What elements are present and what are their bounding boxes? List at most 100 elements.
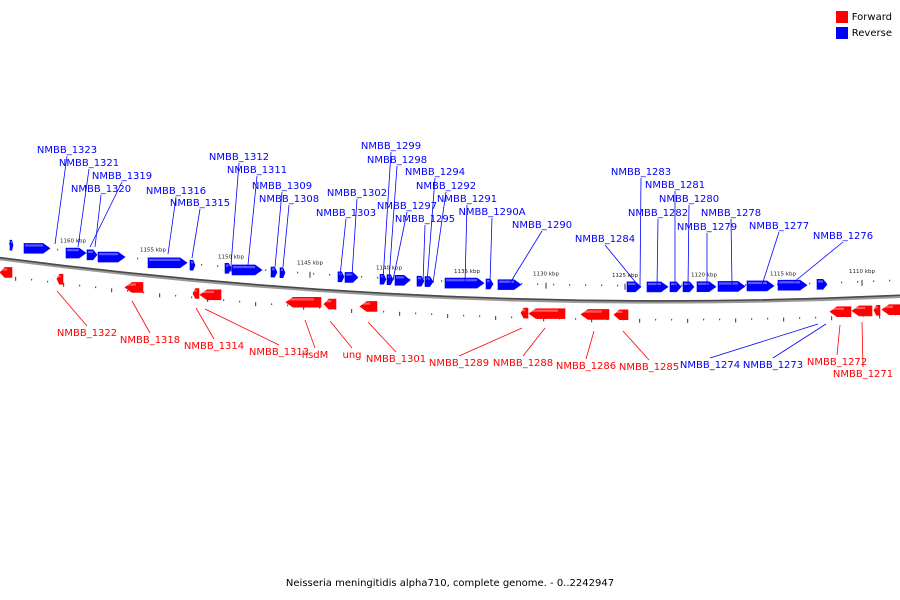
scale-minor-tick-lower [95, 286, 97, 289]
reverse-gene-arrow [224, 263, 232, 274]
forward-gene-arrow [124, 282, 144, 293]
scale-minor-tick [265, 269, 267, 271]
leader-line [464, 204, 468, 284]
leader-line [54, 155, 68, 245]
gene-label-nmbb-1322: NMBB_1322 [57, 328, 117, 339]
leader-line [131, 300, 151, 334]
leader-line [191, 208, 201, 259]
leader-line [585, 330, 595, 360]
gene-arrow-highlight [748, 281, 767, 285]
scale-minor-tick [601, 284, 603, 287]
gene-label-nmbb-1308: NMBB_1308 [259, 194, 319, 205]
legend-swatch-reverse [835, 27, 848, 39]
gene-label-ung: ung [342, 350, 361, 361]
gene-label-nmbb-1302: NMBB_1302 [327, 188, 387, 199]
forward-gene-arrow [851, 305, 873, 317]
gene-label-nmbb-1311: NMBB_1311 [227, 165, 287, 176]
scale-tick-label: 1135 kbp [454, 269, 480, 275]
gene-label-nmbb-1291: NMBB_1291 [437, 194, 497, 205]
gene-arrow-highlight [487, 279, 491, 283]
scale-minor-tick-lower [431, 313, 433, 315]
reverse-gene-arrow [682, 281, 695, 293]
scale-tick-label: 1130 kbp [533, 272, 559, 278]
scale-minor-tick [841, 281, 843, 284]
leader-line [522, 327, 546, 357]
scale-minor-tick-lower [79, 284, 81, 287]
scale-minor-tick [297, 271, 299, 274]
gene-label-nmbb-1323: NMBB_1323 [37, 145, 97, 156]
gene-label-hsdm: hsdM [302, 350, 329, 361]
scale-minor-tick-lower [271, 303, 273, 305]
legend-label-forward: Forward [851, 11, 892, 23]
scale-minor-tick [873, 280, 875, 283]
reverse-gene-arrow [270, 266, 278, 278]
forward-gene-arrow [881, 304, 900, 315]
gene-arrow-highlight [831, 307, 844, 310]
gene-arrow-highlight [25, 244, 43, 247]
gene-label-nmbb-1309: NMBB_1309 [252, 181, 312, 192]
leader-line [730, 218, 733, 286]
scale-minor-tick-lower [543, 317, 545, 322]
reverse-gene-arrow [394, 274, 411, 286]
scale-minor-tick [329, 273, 331, 276]
scale-minor-tick-lower [287, 304, 289, 307]
forward-gene-arrow [829, 306, 852, 318]
gene-label-nmbb-1313: NMBB_1313 [249, 347, 309, 358]
gene-label-nmbb-1288: NMBB_1288 [493, 358, 553, 369]
scale-minor-tick-lower [15, 276, 17, 281]
scale-minor-tick [889, 279, 891, 282]
scale-minor-tick-lower [495, 315, 497, 320]
gene-arrow-highlight [779, 281, 800, 284]
gene-arrow-highlight [272, 268, 275, 271]
reverse-gene-arrow [189, 259, 196, 271]
gene-label-nmbb-1320: NMBB_1320 [71, 184, 131, 195]
forward-gene-arrow [520, 307, 529, 319]
forward-gene-arrow [56, 273, 64, 285]
leader-line [382, 151, 392, 281]
gene-arrow-highlight [719, 282, 738, 285]
leader-line [388, 165, 398, 281]
label-leaders [54, 151, 864, 368]
scale-minor-tick-lower [719, 318, 721, 321]
gene-label-nmbb-1297: NMBB_1297 [377, 201, 437, 212]
scale-tick-label: 1155 kbp [140, 247, 166, 253]
scale-minor-tick [201, 263, 203, 266]
gene-label-nmbb-1316: NMBB_1316 [146, 186, 206, 197]
reverse-gene-arrow [669, 281, 682, 293]
gene-arrow-highlight [698, 282, 709, 285]
leader-line [351, 198, 358, 277]
scale-tick-label: 1160 kbp [60, 239, 86, 245]
scale-minor-tick [137, 257, 139, 260]
scale-tick-label: 1110 kbp [849, 269, 875, 275]
gene-label-nmbb-1314: NMBB_1314 [184, 341, 244, 352]
gene-features [0, 239, 900, 321]
scale-minor-tick [745, 284, 747, 286]
scale-minor-tick-lower [175, 294, 177, 297]
scale-tick-label: 1145 kbp [297, 261, 323, 267]
scale-minor-tick [441, 280, 443, 282]
gene-arrow-highlight [446, 279, 477, 282]
scale-minor-tick-lower [63, 282, 65, 287]
scale-minor-tick [57, 248, 59, 251]
scale-minor-tick-lower [415, 312, 417, 315]
scale-minor-tick-lower [159, 293, 161, 298]
scale-minor-tick-lower [831, 316, 833, 321]
leader-line [604, 244, 638, 285]
gene-label-nmbb-1273: NMBB_1273 [743, 360, 803, 371]
gene-labels: NMBB_1323 NMBB_1321 NMBB_1319 NMBB_1320 NMBB… [37, 141, 893, 380]
scale-minor-tick-lower [783, 317, 785, 322]
scale-minor-tick-lower [447, 314, 449, 319]
leader-line [94, 194, 102, 248]
scale-minor-tick-lower [239, 300, 241, 303]
gene-arrow-highlight [499, 280, 514, 283]
leader-line [836, 324, 841, 356]
gene-label-nmbb-1290: NMBB_1290 [512, 220, 572, 231]
forward-gene-arrow [199, 289, 222, 301]
forward-gene-arrow [0, 267, 13, 278]
reverse-gene-arrow [717, 281, 746, 292]
gene-label-nmbb-1278: NMBB_1278 [701, 208, 761, 219]
gene-label-nmbb-1283: NMBB_1283 [611, 167, 671, 178]
gene-label-nmbb-1292: NMBB_1292 [416, 181, 476, 192]
scale-minor-tick [9, 242, 11, 245]
gene-label-nmbb-1303: NMBB_1303 [316, 208, 376, 219]
